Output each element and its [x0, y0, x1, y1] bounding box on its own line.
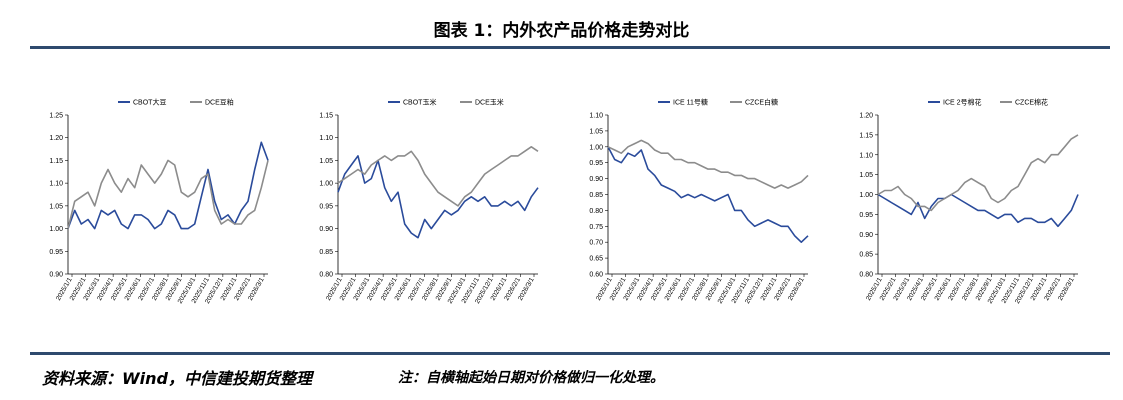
cotton-y-tick-label: 1.10: [859, 152, 873, 159]
cotton-y-tick-label: 1.15: [859, 132, 873, 139]
soybean-y-tick-label: 1.05: [49, 203, 63, 210]
sugar-series-2-line: [607, 139, 809, 189]
corn-legend-label-1: CBOT玉米: [403, 98, 436, 107]
chart-soybean: 0.900.951.001.051.101.151.201.252025/1/1…: [49, 98, 269, 305]
sugar-y-tick-label: 1.05: [589, 128, 603, 135]
corn-y-tick-label: 1.10: [319, 135, 333, 142]
corn-series-1-line: [337, 155, 539, 239]
chart-sugar: 0.60 0.65 0.70 0.75 0.80 0.85 0.90 0.95 1.00 1.05…: [589, 98, 809, 305]
soybean-y-tick-label: 0.90: [49, 272, 63, 279]
corn-y-tick-label: 1.15: [319, 113, 333, 120]
sugar-series-1-line: [607, 146, 809, 243]
sugar-y-tick-label: 0.85: [589, 192, 603, 199]
sugar-legend-label-2: CZCE白糖: [745, 98, 778, 107]
top-rule: [30, 46, 1110, 49]
corn-y-tick-label: 1.05: [319, 158, 333, 165]
soybean-series-1-line: [67, 141, 269, 230]
sugar-legend-label-1: ICE 11号糖: [673, 98, 708, 107]
soybean-legend-label-2: DCE豆粕: [205, 98, 234, 107]
sugar-y-tick-label: 1.00: [589, 144, 603, 151]
sugar-y-tick-label: 0.95: [589, 160, 603, 167]
corn-legend-label-2: DCE玉米: [475, 98, 504, 107]
corn-y-tick-label: 1.00: [319, 181, 333, 188]
cotton-y-tick-label: 0.95: [859, 212, 873, 219]
soybean-y-tick-label: 1.10: [49, 181, 63, 188]
chart-cotton: 0.800.850.900.951.001.051.101.151.202025…: [859, 98, 1079, 305]
cotton-legend-label-2: CZCE棉花: [1015, 98, 1048, 107]
sugar-y-tick-label: 0.60: [589, 272, 603, 279]
cotton-y-tick-label: 0.80: [859, 272, 873, 279]
figure-source: 资料来源：Wind，中信建投期货整理: [42, 369, 312, 388]
cotton-y-tick-label: 1.05: [859, 172, 873, 179]
soybean-series-2-line: [67, 159, 269, 229]
cotton-y-tick-label: 1.20: [859, 113, 873, 120]
cotton-series-1-line: [877, 193, 1079, 228]
soybean-y-tick-label: 0.95: [49, 249, 63, 256]
cotton-series-2-line: [877, 134, 1079, 212]
sugar-y-tick-label: 0.70: [589, 240, 603, 247]
cotton-y-tick-label: 1.00: [859, 192, 873, 199]
figure-title: 图表 1：内外农产品价格走势对比: [433, 21, 690, 41]
sugar-y-tick-label: 0.75: [589, 224, 603, 231]
soybean-y-tick-label: 1.15: [49, 158, 63, 165]
bottom-rule: [30, 352, 1110, 355]
sugar-y-tick-label: 1.10: [589, 113, 603, 120]
soybean-y-tick-label: 1.00: [49, 226, 63, 233]
soybean-legend-label-1: CBOT大豆: [133, 98, 166, 107]
soybean-y-tick-label: 1.20: [49, 135, 63, 142]
cotton-legend-label-1: ICE 2号棉花: [943, 98, 982, 107]
corn-y-tick-label: 0.95: [319, 203, 333, 210]
corn-y-tick-label: 0.90: [319, 226, 333, 233]
chart-corn: 0.800.850.900.951.001.051.101.152025/1/1…: [319, 98, 539, 305]
corn-y-tick-label: 0.80: [319, 272, 333, 279]
sugar-y-tick-label: 0.80: [589, 208, 603, 215]
sugar-y-tick-label: 0.90: [589, 176, 603, 183]
corn-series-2-line: [337, 145, 539, 207]
cotton-y-tick-label: 0.85: [859, 252, 873, 259]
corn-y-tick-label: 0.85: [319, 249, 333, 256]
cotton-y-tick-label: 0.90: [859, 232, 873, 239]
figure-note: 注：自横轴起始日期对价格做归一化处理。: [398, 370, 664, 386]
sugar-y-tick-label: 0.65: [589, 256, 603, 263]
soybean-y-tick-label: 1.25: [49, 113, 63, 120]
